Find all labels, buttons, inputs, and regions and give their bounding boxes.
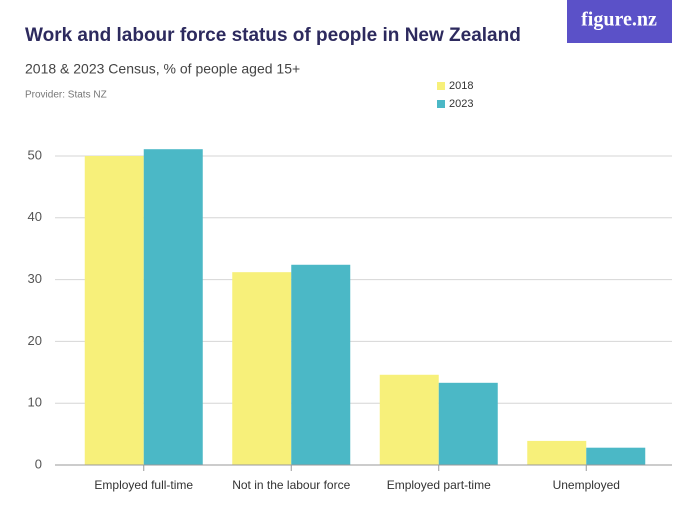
chart-title: Work and labour force status of people i… [25, 25, 521, 46]
bar [291, 264, 351, 465]
bar [232, 272, 292, 465]
y-tick-label: 40 [28, 209, 42, 224]
brand-box [567, 0, 672, 43]
bar [527, 440, 587, 465]
y-tick-label: 10 [28, 395, 42, 410]
x-tick-label: Unemployed [553, 478, 620, 492]
x-tick-label: Employed full-time [94, 478, 193, 492]
y-tick-label: 50 [28, 147, 42, 162]
bar [143, 149, 203, 465]
y-tick-label: 20 [28, 333, 42, 348]
chart-subtitle: 2018 & 2023 Census, % of people aged 15+ [25, 61, 300, 77]
bar [438, 382, 498, 465]
x-tick-label: Employed part-time [387, 478, 491, 492]
brand: figure.nz [581, 9, 657, 31]
legend-label: 2023 [449, 98, 473, 110]
legend-label: 2018 [449, 80, 473, 92]
provider: Provider: Stats NZ [25, 90, 107, 101]
bar [84, 156, 144, 465]
y-tick-label: 30 [28, 271, 42, 286]
legend-swatch [437, 100, 445, 108]
bar [379, 374, 439, 465]
y-tick-label: 0 [35, 456, 42, 471]
legend-swatch [437, 82, 445, 90]
x-tick-label: Not in the labour force [232, 478, 350, 492]
bar [586, 447, 646, 465]
